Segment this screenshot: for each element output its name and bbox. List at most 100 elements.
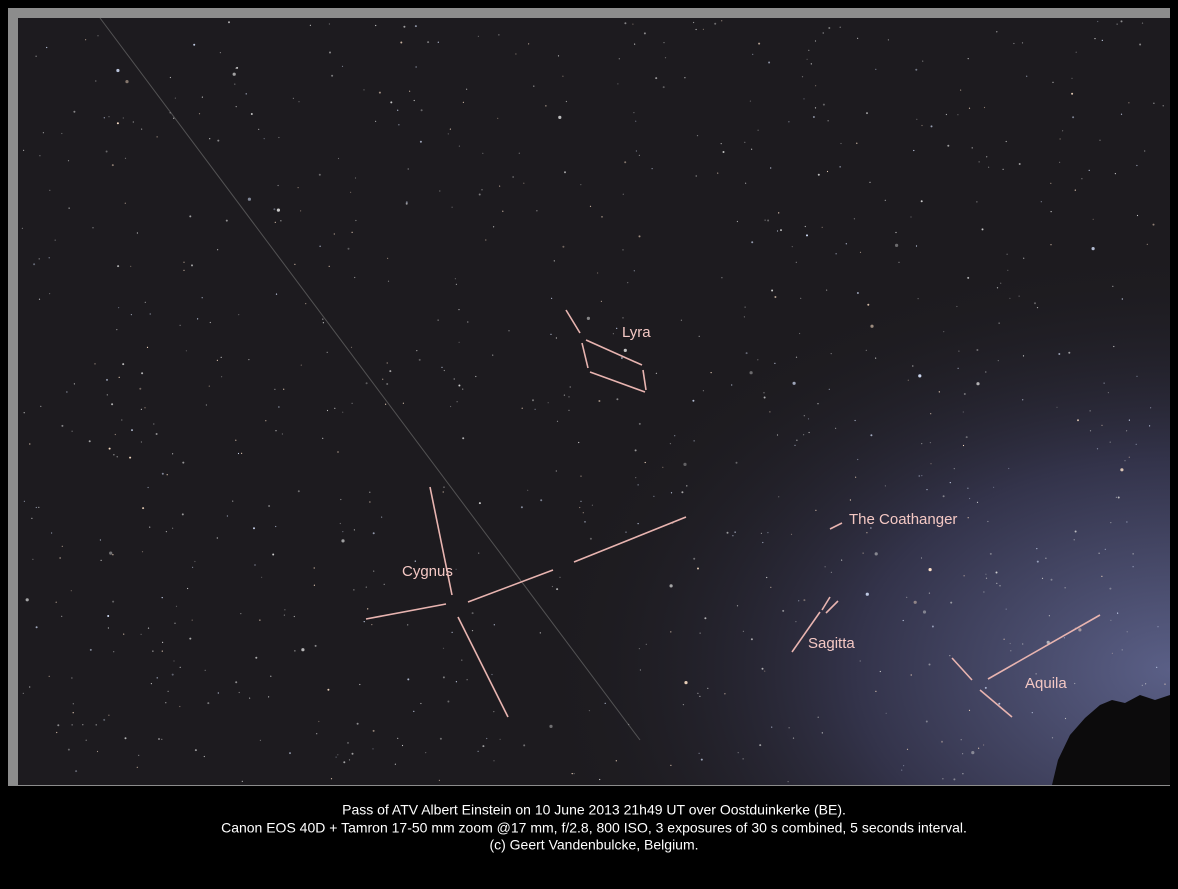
star — [962, 773, 964, 775]
star — [704, 617, 707, 620]
star — [116, 122, 119, 125]
constellation-line — [573, 516, 687, 563]
star — [699, 632, 701, 634]
star — [141, 128, 143, 130]
star — [482, 152, 484, 154]
constellation-line — [467, 569, 554, 603]
star — [59, 557, 61, 559]
star — [582, 512, 584, 514]
star — [478, 193, 481, 196]
star — [353, 529, 355, 531]
star — [455, 568, 457, 570]
star — [761, 667, 764, 670]
star — [250, 113, 253, 115]
star — [910, 216, 912, 218]
star — [283, 388, 285, 390]
sagitta-lines — [791, 596, 839, 653]
star — [663, 42, 665, 44]
star — [129, 456, 132, 459]
star — [721, 277, 723, 279]
star — [874, 552, 878, 556]
constellation-line — [585, 339, 643, 366]
star — [1116, 23, 1118, 25]
star — [856, 142, 858, 144]
star — [356, 722, 359, 725]
star — [710, 372, 712, 374]
star — [118, 376, 120, 378]
star — [569, 386, 571, 388]
star — [353, 589, 355, 591]
cygnus-lines — [365, 486, 687, 718]
star — [780, 229, 782, 232]
star — [978, 161, 980, 163]
star — [447, 700, 450, 703]
star — [82, 724, 84, 726]
star — [702, 28, 705, 30]
star — [241, 780, 243, 783]
star — [144, 407, 146, 409]
star — [1126, 521, 1128, 523]
star — [1101, 575, 1103, 577]
star — [796, 439, 798, 441]
star — [25, 598, 29, 602]
star — [255, 656, 258, 659]
star — [183, 261, 185, 263]
star — [314, 644, 317, 647]
star — [22, 692, 24, 695]
star — [165, 702, 167, 704]
star — [521, 407, 523, 409]
star — [971, 751, 975, 755]
star — [318, 173, 321, 176]
star — [870, 527, 872, 529]
star — [23, 412, 25, 414]
star — [161, 597, 163, 599]
star — [638, 154, 641, 156]
star — [1124, 460, 1126, 462]
star — [235, 67, 237, 69]
star — [792, 737, 795, 739]
star — [759, 744, 762, 747]
star — [1006, 253, 1008, 255]
star — [189, 215, 192, 218]
star — [736, 605, 739, 607]
star — [369, 501, 371, 503]
star — [764, 670, 766, 672]
star — [803, 415, 805, 417]
star — [693, 557, 696, 560]
star — [1063, 637, 1065, 639]
star — [978, 747, 980, 749]
star — [580, 500, 582, 502]
star — [808, 49, 810, 51]
star — [838, 645, 841, 647]
star — [1150, 407, 1152, 409]
star — [674, 435, 676, 437]
star — [696, 135, 699, 137]
star — [42, 132, 45, 134]
star — [209, 138, 211, 140]
star — [915, 68, 918, 71]
star — [760, 532, 763, 535]
star — [634, 449, 637, 452]
star — [698, 335, 700, 337]
star — [478, 502, 481, 505]
star — [238, 314, 240, 316]
star — [482, 745, 485, 748]
star — [589, 205, 592, 207]
star — [124, 157, 127, 159]
star — [750, 638, 753, 641]
star — [1003, 638, 1005, 640]
star — [518, 152, 520, 154]
star — [275, 293, 278, 295]
star — [684, 77, 686, 79]
star — [767, 219, 770, 222]
star — [394, 763, 396, 765]
star — [130, 314, 132, 316]
star — [201, 297, 203, 299]
star — [997, 360, 999, 362]
star — [1022, 399, 1024, 401]
star — [976, 201, 978, 203]
star — [88, 440, 91, 443]
star — [397, 109, 399, 111]
star — [686, 485, 688, 487]
star — [758, 42, 761, 45]
